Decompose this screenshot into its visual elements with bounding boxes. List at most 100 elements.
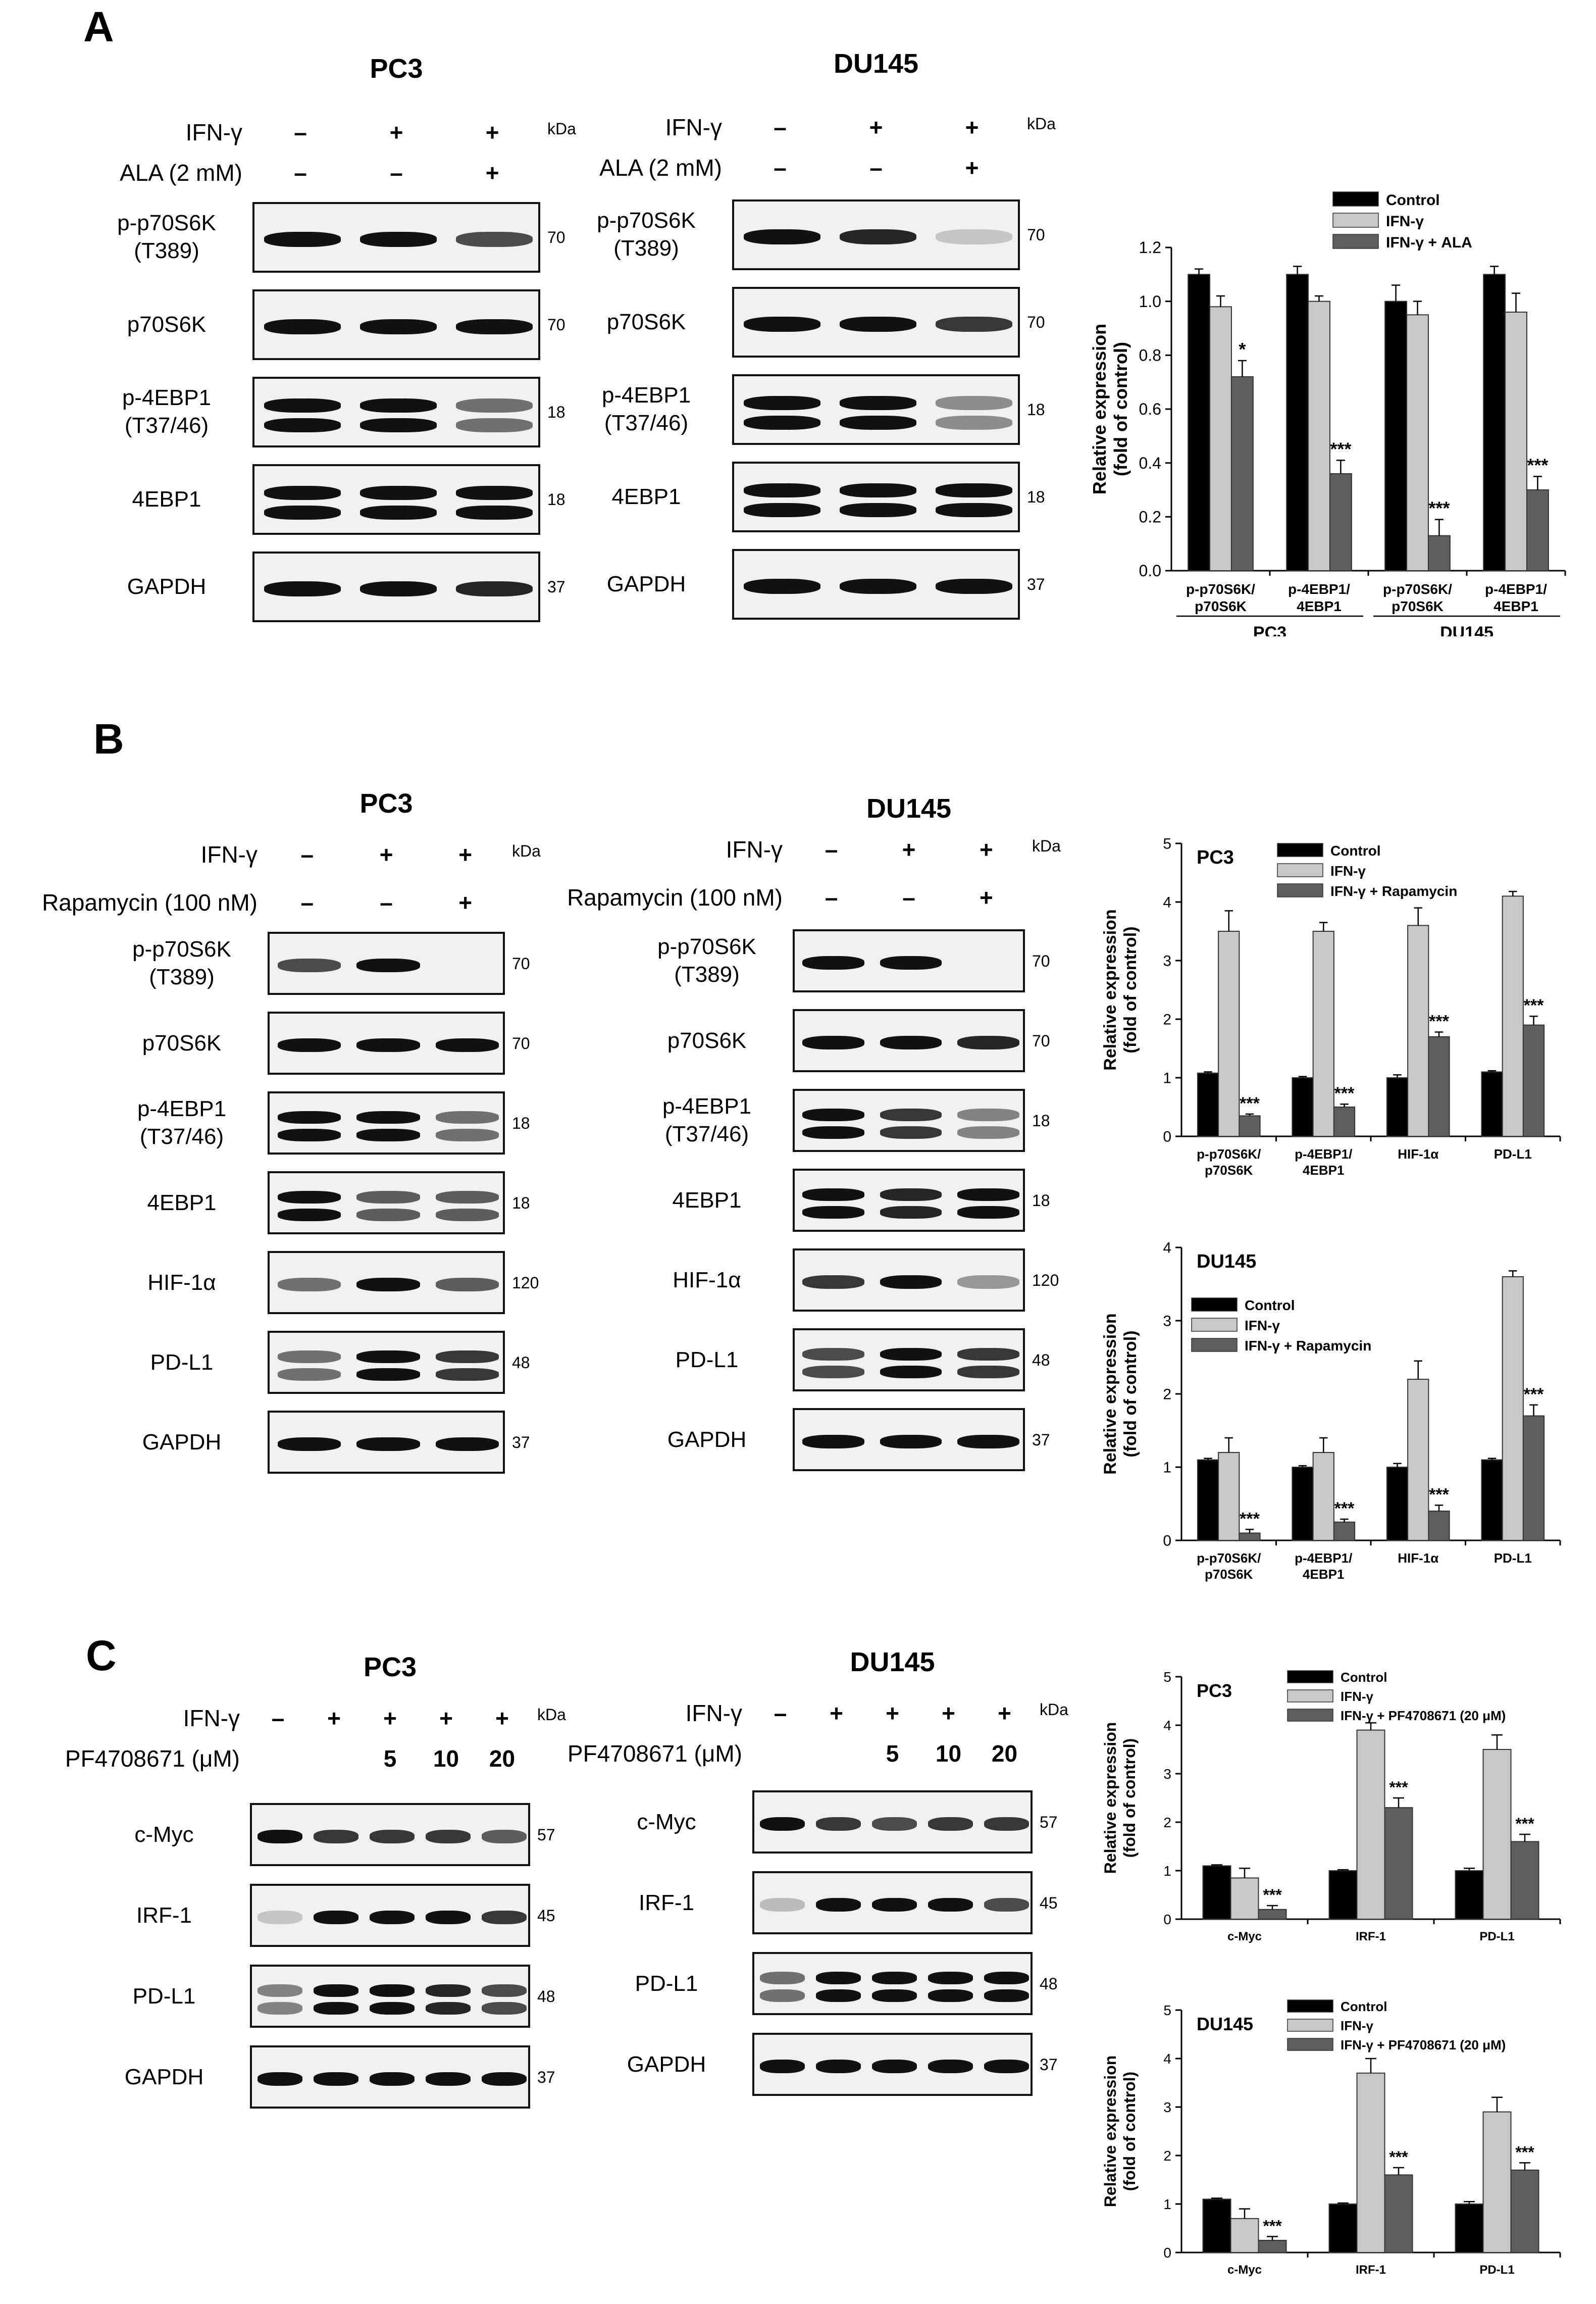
protein-band — [360, 319, 437, 335]
protein-band — [482, 1984, 527, 1997]
y-axis-label: Relative expression(fold of control) — [1101, 1313, 1140, 1474]
blot-protein-label: p70S6K — [606, 310, 686, 334]
x-tick-label: IRF-1 — [1356, 1930, 1386, 1943]
blot-protein-label: GAPDH — [124, 2064, 204, 2089]
protein-band — [760, 2059, 805, 2074]
protein-band — [264, 319, 341, 335]
molecular-weight: 45 — [537, 1906, 555, 1925]
bar — [1482, 2111, 1512, 2253]
protein-band — [277, 1277, 341, 1292]
blot-protein-label: 4EBP1 — [672, 1187, 742, 1213]
western-blot-strip — [268, 1331, 505, 1394]
protein-band — [356, 1209, 420, 1221]
x-tick-label: 4EBP1 — [1303, 1567, 1344, 1582]
protein-band — [356, 1129, 420, 1141]
molecular-weight: 45 — [1040, 1893, 1058, 1912]
molecular-weight: 70 — [547, 316, 565, 334]
treatment-sign: + — [869, 114, 883, 140]
y-tick-label: 3 — [1163, 1313, 1171, 1330]
blot-protein-label: p70S6K — [127, 312, 207, 337]
legend-label: IFN-γ + PF4708671 (20 μM) — [1341, 1708, 1506, 1723]
x-tick-label: c-Myc — [1227, 1930, 1262, 1943]
protein-band — [264, 581, 341, 597]
bar — [1218, 1452, 1240, 1541]
molecular-weight: 120 — [1032, 1271, 1059, 1289]
bar — [1427, 535, 1451, 572]
y-tick-label: 4 — [1163, 1240, 1171, 1257]
y-tick-label: 2 — [1163, 1012, 1171, 1028]
y-tick-label: 2 — [1163, 2148, 1171, 2164]
bar — [1384, 1807, 1413, 1920]
treatment-sign: – — [294, 119, 307, 145]
molecular-weight: 37 — [537, 2068, 555, 2086]
bar — [1239, 1115, 1261, 1137]
treatment-sign: + — [458, 889, 473, 916]
bar — [1258, 2240, 1287, 2253]
y-axis-label-line: (fold of control) — [1121, 926, 1140, 1053]
protein-band — [872, 1897, 917, 1912]
bar — [1510, 2169, 1539, 2253]
protein-band — [314, 1829, 358, 1844]
x-tick-label: PD-L1 — [1479, 2263, 1514, 2277]
legend-label: IFN-γ — [1245, 1318, 1280, 1333]
a-du145-treatment-label: IFN-γ — [665, 114, 722, 140]
bar — [1333, 1521, 1356, 1541]
western-blot-strip — [268, 1171, 505, 1234]
protein-band — [744, 416, 820, 430]
significance-mark: *** — [1389, 2148, 1408, 2166]
treatment-sign: + — [942, 1700, 955, 1726]
y-tick-label: 3 — [1163, 953, 1171, 970]
legend-swatch — [1332, 234, 1379, 249]
treatment-sign: + — [439, 1705, 453, 1731]
y-tick-label: 0 — [1163, 1129, 1171, 1145]
y-axis-label-line: Relative expression — [1101, 909, 1120, 1070]
bar — [1526, 489, 1549, 571]
b-du145-treatment-label: IFN-γ — [726, 836, 783, 863]
treatment-sign: + — [965, 114, 979, 140]
significance-mark: *** — [1330, 438, 1351, 459]
protein-band — [928, 1989, 973, 2002]
western-blot-strip — [252, 552, 540, 622]
protein-band — [436, 1129, 499, 1141]
protein-band — [760, 1817, 805, 1831]
blot-protein-label: p-p70S6K (T389) — [657, 934, 756, 987]
y-tick-label: 1 — [1163, 2196, 1171, 2212]
protein-band — [880, 1188, 942, 1201]
blot-protein-label: p-4EBP1 (T37/46) — [601, 383, 691, 435]
legend-label: IFN-γ + Rapamycin — [1330, 883, 1457, 899]
y-tick-label: 4 — [1163, 2051, 1171, 2067]
western-blot-strip — [793, 1408, 1025, 1471]
protein-band — [802, 1188, 864, 1201]
bar — [1505, 312, 1527, 571]
blot-protein-label: 4EBP1 — [611, 484, 681, 509]
treatment-sign: – — [380, 889, 393, 916]
protein-band — [356, 1277, 420, 1292]
significance-mark: *** — [1429, 1485, 1449, 1504]
treatment-sign: + — [886, 1700, 899, 1726]
western-blot-strip — [268, 1251, 505, 1314]
y-tick-label: 2 — [1163, 1386, 1171, 1403]
molecular-weight: 37 — [1032, 1430, 1050, 1449]
bar — [1406, 314, 1429, 571]
y-axis-label-line: Relative expression — [1089, 324, 1110, 494]
treatment-sign: – — [774, 1700, 787, 1726]
bar — [1510, 1841, 1539, 1920]
treatment-sign: + — [327, 1705, 341, 1731]
treatment-sign: – — [774, 155, 787, 181]
blot-protein-label: p70S6K — [667, 1028, 747, 1053]
protein-band — [426, 1910, 471, 1925]
a-du145-title: DU145 — [833, 48, 919, 79]
c-pc3-title: PC3 — [363, 1652, 417, 1682]
molecular-weight: 18 — [547, 490, 565, 509]
protein-band — [744, 229, 820, 245]
x-tick-label: 4EBP1 — [1494, 598, 1538, 614]
x-tick-label: PD-L1 — [1494, 1550, 1532, 1566]
bar — [1329, 473, 1352, 571]
protein-band — [880, 1035, 942, 1050]
western-blot-strip — [250, 1965, 530, 2028]
protein-band — [928, 1972, 973, 1984]
molecular-weight: 70 — [1027, 226, 1045, 244]
protein-band — [456, 319, 533, 335]
blot-protein-label: p-4EBP1 (T37/46) — [137, 1096, 227, 1149]
bar — [1328, 2203, 1358, 2253]
